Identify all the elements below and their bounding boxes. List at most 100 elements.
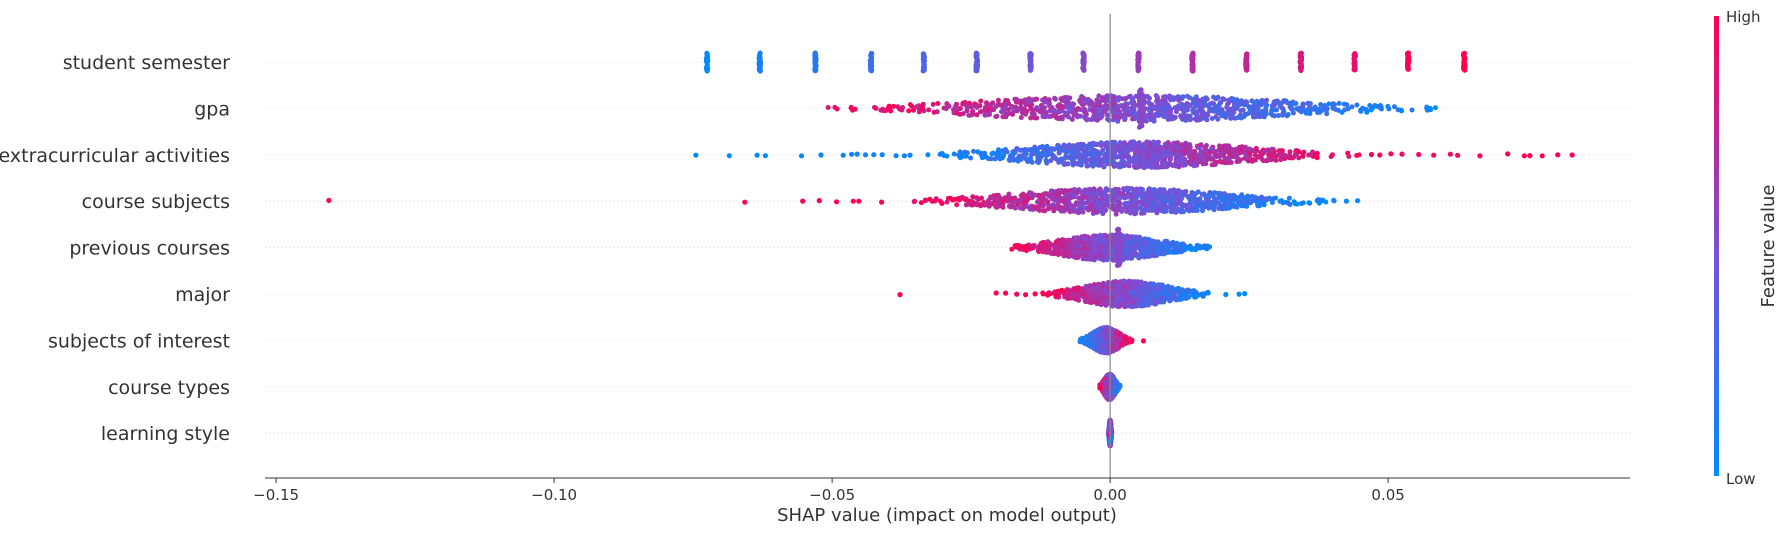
- shap-point-course-subjects: [1035, 199, 1040, 205]
- shap-point-gpa: [852, 106, 858, 112]
- shap-point-gpa: [1354, 102, 1360, 108]
- shap-point-course-subjects: [1226, 198, 1232, 204]
- shap-point-gpa: [1364, 109, 1370, 115]
- shap-point-course-subjects: [1221, 191, 1227, 197]
- shap-point-gpa: [1105, 112, 1110, 118]
- shap-point-gpa: [1082, 109, 1087, 115]
- shap-point-course-subjects: [1027, 190, 1033, 196]
- shap-point-course-subjects: [1085, 191, 1091, 197]
- shap-point-gpa: [1184, 107, 1190, 113]
- shap-point-gpa: [993, 114, 999, 120]
- shap-point-course-subjects: [1144, 205, 1150, 211]
- shap-point-extracurricular-activities: [1131, 139, 1137, 145]
- shap-point-course-subjects: [1157, 193, 1163, 199]
- shap-point-extracurricular-activities: [1289, 155, 1295, 161]
- shap-point-course-subjects: [1156, 189, 1162, 195]
- shap-point-extracurricular-activities: [1237, 157, 1243, 163]
- shap-point-gpa: [1004, 111, 1010, 117]
- shap-point-student-semester: [1190, 52, 1196, 58]
- shap-point-extracurricular-activities: [1368, 151, 1375, 158]
- shap-point-gpa: [1254, 98, 1260, 104]
- shap-point-gpa: [1209, 116, 1215, 121]
- shap-point-extracurricular-activities: [1063, 149, 1069, 155]
- shap-point-extracurricular-activities: [1036, 158, 1042, 164]
- shap-point-gpa: [1318, 102, 1324, 107]
- shap-point-course-subjects: [1076, 210, 1082, 216]
- shap-point-gpa: [1146, 95, 1152, 101]
- shap-point-gpa: [1023, 111, 1028, 117]
- shap-point-course-subjects: [1140, 187, 1146, 192]
- shap-point-gpa: [1180, 94, 1186, 100]
- shap-point-course-subjects: [968, 199, 974, 204]
- shap-point-gpa: [1409, 107, 1415, 113]
- shap-point-course-subjects: [1081, 193, 1087, 199]
- shap-point-gpa: [1274, 98, 1280, 104]
- shap-point-course-subjects: [1300, 200, 1306, 206]
- shap-point-extracurricular-activities: [1093, 161, 1099, 167]
- shap-point-course-subjects: [1156, 204, 1162, 209]
- shap-point-gpa: [1200, 113, 1206, 119]
- shap-point-course-subjects: [1205, 199, 1211, 205]
- shap-point-extracurricular-activities: [907, 152, 913, 158]
- shap-point-extracurricular-activities: [1056, 147, 1062, 153]
- shap-point-extracurricular-activities: [1111, 160, 1117, 166]
- shap-point-course-subjects: [1115, 186, 1121, 192]
- shap-point-gpa: [1254, 111, 1260, 116]
- shap-point-extracurricular-activities: [1095, 155, 1101, 161]
- shap-point-extracurricular-activities: [1113, 143, 1119, 149]
- shap-point-gpa: [1212, 108, 1218, 114]
- shap-point-extracurricular-activities: [1065, 145, 1071, 151]
- shap-point-gpa: [1029, 97, 1035, 103]
- shap-point-course-subjects: [1343, 198, 1349, 204]
- shap-point-extracurricular-activities: [1090, 141, 1096, 147]
- shap-point-gpa: [1235, 100, 1241, 106]
- shap-point-gpa: [1075, 106, 1081, 111]
- shap-point-gpa: [1232, 115, 1238, 121]
- shap-point-gpa: [909, 103, 915, 109]
- shap-point-student-semester: [920, 53, 927, 60]
- shap-point-extracurricular-activities: [1313, 152, 1319, 158]
- shap-point-extracurricular-activities: [1167, 147, 1173, 153]
- shap-point-gpa: [977, 109, 983, 115]
- shap-point-course-subjects: [1027, 206, 1033, 212]
- row-gridlines: [265, 61, 1630, 434]
- shap-point-course-subjects: [1291, 199, 1297, 205]
- shap-point-student-semester: [1462, 64, 1468, 70]
- shap-point-gpa: [926, 107, 932, 113]
- shap-point-course-subjects: [944, 199, 950, 205]
- shap-point-extracurricular-activities: [1180, 162, 1186, 168]
- shap-point-gpa: [1272, 107, 1278, 113]
- shap-point-gpa: [1064, 95, 1070, 100]
- shap-point-previous-courses: [1073, 235, 1079, 241]
- shap-point-gpa: [1153, 112, 1159, 117]
- shap-point-gpa: [1218, 100, 1224, 105]
- shap-point-course-subjects: [1210, 193, 1216, 199]
- shap-point-previous-courses: [1039, 245, 1045, 251]
- shap-point-course-subjects: [1033, 206, 1039, 212]
- shap-point-previous-courses: [1140, 248, 1146, 253]
- shap-point-gpa: [1207, 106, 1213, 112]
- shap-point-course-subjects: [1269, 200, 1275, 205]
- shap-point-previous-courses: [1184, 245, 1190, 251]
- shap-point-extracurricular-activities: [1431, 152, 1437, 158]
- shap-point-student-semester: [1244, 64, 1250, 70]
- shap-point-extracurricular-activities: [1175, 158, 1180, 164]
- shap-point-extracurricular-activities: [1082, 158, 1088, 164]
- shap-point-extracurricular-activities: [1168, 153, 1174, 159]
- shap-point-extracurricular-activities: [1141, 160, 1147, 166]
- shap-point-extracurricular-activities: [979, 155, 985, 161]
- shap-point-gpa: [969, 103, 975, 109]
- shap-point-gpa: [1285, 112, 1291, 117]
- shap-point-extracurricular-activities: [925, 152, 931, 158]
- shap-point-gpa: [1151, 104, 1157, 110]
- shap-point-student-semester: [1405, 62, 1411, 68]
- shap-point-gpa: [1279, 105, 1285, 111]
- shap-point-extracurricular-activities: [879, 152, 885, 158]
- shap-point-extracurricular-activities: [1069, 149, 1075, 154]
- shap-point-extracurricular-activities: [1110, 148, 1116, 153]
- shap-point-course-subjects: [1235, 202, 1241, 208]
- shap-point-extracurricular-activities: [849, 151, 855, 157]
- shap-point-course-subjects: [1007, 203, 1012, 209]
- shap-point-course-subjects: [1266, 195, 1272, 201]
- shap-point-gpa: [1083, 116, 1089, 122]
